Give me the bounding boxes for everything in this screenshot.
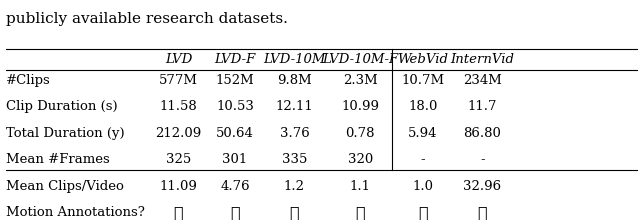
Text: Motion Annotations?: Motion Annotations? (6, 206, 145, 219)
Text: 0.78: 0.78 (346, 127, 375, 140)
Text: WebVid: WebVid (397, 53, 449, 66)
Text: ✓: ✓ (230, 204, 240, 220)
Text: 152M: 152M (216, 74, 254, 87)
Text: ✓: ✓ (173, 204, 184, 220)
Text: 11.7: 11.7 (468, 101, 497, 114)
Text: 325: 325 (166, 153, 191, 166)
Text: LVD-10M-F: LVD-10M-F (322, 53, 399, 66)
Text: -: - (480, 153, 485, 166)
Text: 9.8M: 9.8M (277, 74, 312, 87)
Text: publicly available research datasets.: publicly available research datasets. (6, 12, 288, 26)
Text: LVD: LVD (165, 53, 192, 66)
Text: 50.64: 50.64 (216, 127, 254, 140)
Text: 301: 301 (222, 153, 248, 166)
Text: 1.1: 1.1 (350, 180, 371, 192)
Text: 18.0: 18.0 (408, 101, 438, 114)
Text: 10.53: 10.53 (216, 101, 254, 114)
Text: 12.11: 12.11 (276, 101, 313, 114)
Text: Mean #Frames: Mean #Frames (6, 153, 110, 166)
Text: Total Duration (y): Total Duration (y) (6, 127, 125, 140)
Text: #Clips: #Clips (6, 74, 51, 87)
Text: 86.80: 86.80 (463, 127, 502, 140)
Text: Clip Duration (s): Clip Duration (s) (6, 101, 118, 114)
Text: 320: 320 (348, 153, 373, 166)
Text: 234M: 234M (463, 74, 502, 87)
Text: -: - (420, 153, 426, 166)
Text: 10.7M: 10.7M (401, 74, 445, 87)
Text: 5.94: 5.94 (408, 127, 438, 140)
Text: 11.09: 11.09 (159, 180, 198, 192)
Text: 1.2: 1.2 (284, 180, 305, 192)
Text: 32.96: 32.96 (463, 180, 502, 192)
Text: 1.0: 1.0 (413, 180, 433, 192)
Text: Mean Clips/Video: Mean Clips/Video (6, 180, 124, 192)
Text: 11.58: 11.58 (160, 101, 197, 114)
Text: 10.99: 10.99 (341, 101, 380, 114)
Text: ✗: ✗ (477, 204, 488, 220)
Text: 4.76: 4.76 (220, 180, 250, 192)
Text: LVD-10M: LVD-10M (263, 53, 326, 66)
Text: 3.76: 3.76 (280, 127, 309, 140)
Text: InternVid: InternVid (451, 53, 515, 66)
Text: 335: 335 (282, 153, 307, 166)
Text: 577M: 577M (159, 74, 198, 87)
Text: 212.09: 212.09 (156, 127, 202, 140)
Text: 2.3M: 2.3M (343, 74, 378, 87)
Text: LVD-F: LVD-F (214, 53, 255, 66)
Text: ✓: ✓ (289, 204, 300, 220)
Text: ✓: ✓ (355, 204, 365, 220)
Text: ✗: ✗ (418, 204, 428, 220)
